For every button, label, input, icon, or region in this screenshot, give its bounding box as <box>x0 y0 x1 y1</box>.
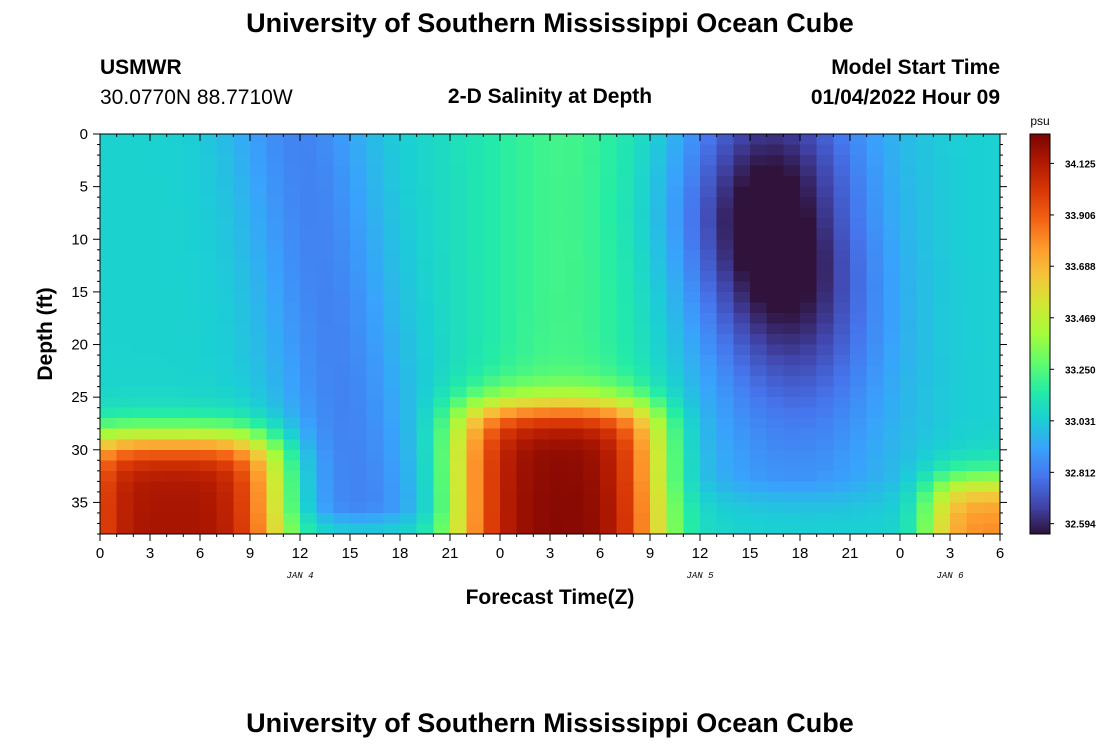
y-tick-label: 35 <box>71 494 88 511</box>
x-tick-label: 3 <box>546 545 554 562</box>
plot-frame <box>99 133 1001 535</box>
y-tick-label: 20 <box>71 337 88 354</box>
y-tick-label: 15 <box>71 284 88 301</box>
x-tick-label: 0 <box>496 545 504 562</box>
y-tick-label: 5 <box>80 179 88 196</box>
y-tick-label: 30 <box>71 442 88 459</box>
colorbar-tick-label: 32.812 <box>1065 468 1096 479</box>
colorbar-unit: psu <box>1030 114 1049 128</box>
x-tick-label: 18 <box>392 545 409 562</box>
x-tick-label: 15 <box>742 545 759 562</box>
model-start-value: 01/04/2022 Hour 09 <box>810 86 1000 109</box>
x-tick-label: 12 <box>692 545 709 562</box>
date-label: JAN 5 <box>686 571 714 581</box>
x-tick-label: 6 <box>996 545 1004 562</box>
station-name: USMWR <box>100 56 182 79</box>
colorbar-tick-label: 33.469 <box>1065 314 1096 325</box>
colorbar-tick-label: 33.031 <box>1065 417 1096 428</box>
x-tick-label: 18 <box>792 545 809 562</box>
colorbar-tick-label: 32.594 <box>1065 520 1096 531</box>
y-tick-label: 25 <box>71 389 88 406</box>
colorbar-tick-label: 34.125 <box>1065 159 1096 170</box>
colorbar-tick-label: 33.250 <box>1065 365 1096 376</box>
x-tick-label: 21 <box>442 545 459 562</box>
x-tick-label: 3 <box>146 545 154 562</box>
y-tick-label: 10 <box>71 231 88 248</box>
x-tick-label: 15 <box>342 545 359 562</box>
station-coordinates: 30.0770N 88.7710W <box>100 86 293 109</box>
x-tick-label: 6 <box>596 545 604 562</box>
x-tick-label: 0 <box>896 545 904 562</box>
y-tick-label: 0 <box>80 126 88 143</box>
x-tick-label: 21 <box>842 545 859 562</box>
date-label: JAN 4 <box>286 571 313 581</box>
x-tick-label: 9 <box>646 545 654 562</box>
model-start-label: Model Start Time <box>831 56 1000 79</box>
footer-title: University of Southern Mississippi Ocean… <box>246 708 854 738</box>
x-tick-label: 9 <box>246 545 254 562</box>
page-title: University of Southern Mississippi Ocean… <box>246 8 854 38</box>
y-axis-title: Depth (ft) <box>34 287 57 380</box>
colorbar <box>1029 133 1051 535</box>
chart-subtitle: 2-D Salinity at Depth <box>447 85 653 108</box>
x-tick-label: 0 <box>96 545 104 562</box>
x-tick-label: 3 <box>946 545 954 562</box>
colorbar-tick-label: 33.688 <box>1065 262 1096 273</box>
salinity-heatmap <box>100 134 1000 534</box>
date-label: JAN 6 <box>936 571 964 581</box>
x-tick-label: 6 <box>196 545 204 562</box>
x-tick-label: 12 <box>292 545 309 562</box>
colorbar-tick-label: 33.906 <box>1065 211 1096 222</box>
x-axis-title: Forecast Time(Z) <box>466 586 635 609</box>
